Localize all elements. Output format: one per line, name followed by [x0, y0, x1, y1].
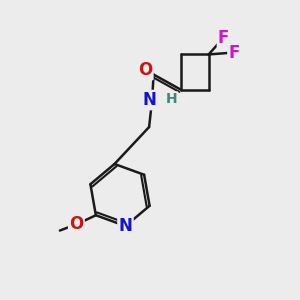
Text: N: N — [118, 217, 132, 235]
Text: N: N — [143, 91, 157, 109]
Text: F: F — [218, 29, 230, 47]
Text: F: F — [229, 44, 240, 62]
Text: O: O — [69, 215, 83, 233]
Text: H: H — [166, 92, 177, 106]
Text: O: O — [138, 61, 152, 79]
